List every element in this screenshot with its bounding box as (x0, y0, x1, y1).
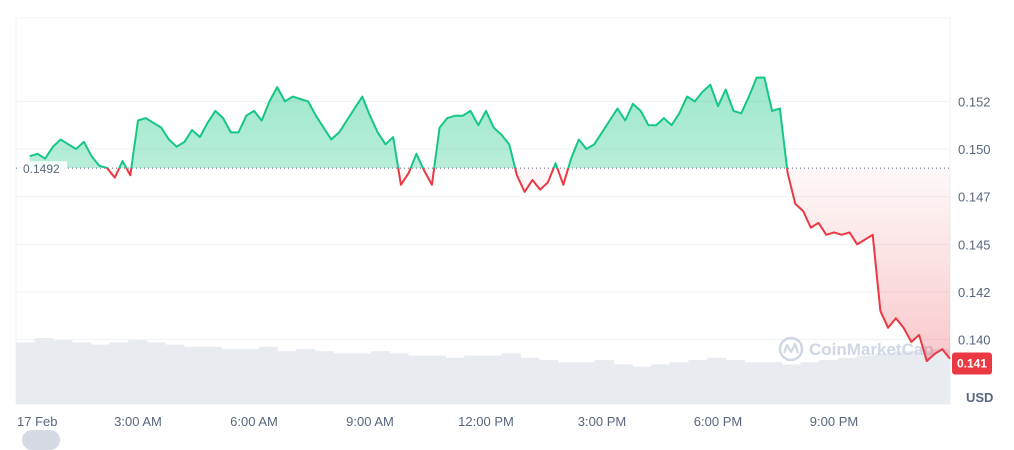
y-tick-label: 0.140 (958, 333, 991, 348)
price-line-up (29, 76, 789, 169)
volume-bar (707, 357, 727, 404)
volume-bar (632, 366, 652, 404)
volume-bar (744, 362, 764, 404)
volume-bar (90, 344, 110, 404)
volume-bar (613, 364, 633, 404)
x-tick-label: 17 Feb (17, 414, 57, 429)
volume-bar (520, 357, 540, 404)
volume-bar (483, 355, 503, 404)
volume-bar (501, 353, 521, 404)
volume-bar (893, 351, 914, 404)
x-tick-label: 6:00 PM (694, 414, 742, 429)
volume-bar (221, 349, 241, 404)
watermark-text: CoinMarketCap (809, 340, 934, 359)
volume-bar (931, 349, 951, 404)
volume-bar (651, 364, 671, 404)
area-fill-above (29, 77, 950, 169)
y-tick-label: 0.152 (958, 94, 991, 109)
volume-bar (688, 360, 708, 404)
volume-bar (258, 346, 278, 404)
volume-bar (333, 353, 353, 404)
volume-bar (184, 346, 204, 404)
volume-bar (763, 362, 783, 404)
volume-bar (296, 349, 316, 404)
volume-bars (16, 338, 951, 404)
area-fill-below (107, 168, 950, 362)
x-tick-label: 12:00 PM (458, 414, 514, 429)
volume-bar (408, 355, 428, 404)
price-line (29, 76, 951, 363)
volume-bar (240, 349, 260, 404)
volume-bar (128, 340, 148, 404)
y-axis: 0.152 0.150 0.147 0.145 0.142 0.140 (958, 94, 991, 347)
y-tick-label: 0.142 (958, 285, 991, 300)
volume-bar (819, 360, 839, 404)
price-line-down (103, 168, 951, 363)
volume-bar (576, 362, 596, 404)
volume-bar (464, 355, 484, 404)
x-tick-label: 6:00 AM (230, 414, 278, 429)
x-tick-label: 3:00 AM (114, 414, 162, 429)
x-axis: 17 Feb 3:00 AM 6:00 AM 9:00 AM 12:00 PM 3:00 … (17, 414, 858, 429)
volume-bar (202, 346, 222, 404)
x-tick-label: 9:00 AM (346, 414, 394, 429)
watermark: CoinMarketCap (778, 336, 934, 362)
volume-bar (875, 353, 895, 404)
volume-bar (837, 357, 857, 404)
volume-bar (165, 344, 185, 404)
volume-bar (557, 362, 577, 404)
price-area (29, 77, 950, 362)
volume-bar (856, 355, 876, 404)
x-tick-label: 9:00 PM (810, 414, 858, 429)
x-tick-label: 3:00 PM (578, 414, 626, 429)
volume-bar (725, 360, 745, 404)
volume-bar (277, 351, 297, 404)
range-toggle-button[interactable] (22, 430, 60, 450)
volume-bar (389, 353, 409, 404)
volume-bar (781, 364, 801, 404)
volume-bar (53, 340, 73, 404)
current-price-badge (952, 352, 992, 375)
volume-bar (595, 360, 615, 404)
volume-bar (539, 360, 559, 404)
y-tick-label: 0.147 (958, 190, 991, 205)
volume-bar (800, 362, 820, 404)
baseline-label: 0.1492 (23, 162, 60, 176)
y-tick-label: 0.145 (958, 237, 991, 252)
current-price-label: 0.141 (957, 356, 987, 370)
volume-bar (370, 351, 390, 404)
volume-bar (426, 355, 447, 404)
volume-bar (146, 342, 166, 404)
baseline-label-box: 0.1492 (19, 161, 67, 177)
volume-bar (352, 353, 372, 404)
current-price-tag: 0.141 (952, 352, 992, 375)
volume-bar (109, 342, 129, 404)
y-tick-label: 0.150 (958, 142, 991, 157)
volume-bar (16, 342, 36, 404)
y-axis-unit: USD (966, 390, 993, 405)
volume-bar (314, 351, 334, 404)
volume-bar (72, 342, 92, 404)
volume-bar (34, 338, 54, 404)
volume-bar (912, 351, 932, 404)
volume-bar (669, 362, 689, 404)
volume-bar (445, 357, 465, 404)
price-chart[interactable]: CoinMarketCap 0.1492 0.152 0.150 0.147 0.14… (0, 0, 1014, 440)
coinmarketcap-logo-icon (778, 336, 804, 362)
